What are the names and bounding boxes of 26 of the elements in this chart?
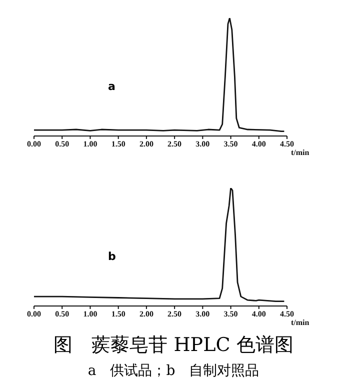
x-tick-label: 2.50 — [168, 140, 182, 149]
x-axis-title: t/min — [291, 318, 310, 327]
x-tick-label: 3.50 — [224, 310, 238, 319]
x-tick-label: 4.50 — [280, 140, 294, 149]
annotation: a — [108, 80, 116, 93]
x-tick-label: 4.00 — [252, 310, 266, 319]
x-tick-label: 0.00 — [27, 140, 41, 149]
x-tick-label: 1.50 — [111, 310, 126, 319]
x-axis-title: t/min — [291, 148, 310, 157]
x-tick-label: 0.50 — [55, 310, 70, 319]
x-tick-label: 0.00 — [27, 310, 41, 319]
x-tick-label: 2.00 — [139, 140, 154, 149]
x-tick-label: 1.00 — [83, 140, 98, 149]
text: 图 蒺藜皂苷 HPLC 色谱图 — [52, 333, 294, 358]
x-tick-label: 1.50 — [111, 140, 126, 149]
x-tick-label: 3.00 — [196, 310, 210, 319]
x-tick-label: 0.50 — [55, 140, 70, 149]
x-tick-label: 4.50 — [280, 310, 294, 319]
x-tick-label: 1.00 — [83, 310, 98, 319]
text: a 供试品；b 自制对照品 — [86, 362, 260, 380]
x-tick-label: 4.00 — [252, 140, 266, 149]
annotation: b — [108, 250, 116, 263]
x-tick-label: 3.50 — [224, 140, 238, 149]
x-tick-label: 3.00 — [196, 140, 210, 149]
x-tick-label: 2.50 — [168, 310, 182, 319]
x-tick-label: 2.00 — [139, 310, 154, 319]
